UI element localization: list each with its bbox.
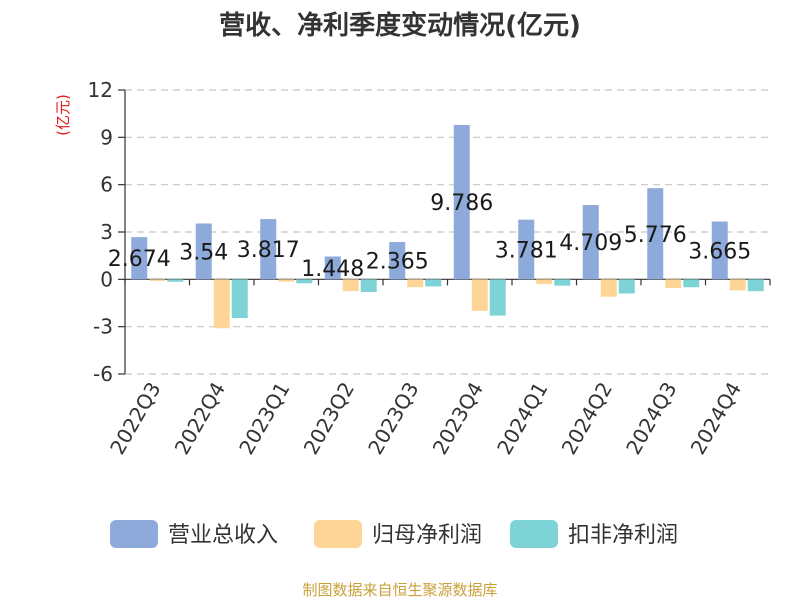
legend-label: 归母净利润 <box>372 523 482 548</box>
bar-series-2-2023Q3 <box>425 279 442 287</box>
data-label: 3.781 <box>495 239 558 264</box>
x-tick-label: 2022Q4 <box>170 378 230 459</box>
bar-series-1-2022Q3 <box>149 279 166 281</box>
bar-series-0-2024Q3 <box>647 188 664 280</box>
legend-label: 营业总收入 <box>168 523 278 548</box>
bar-series-0-2024Q2 <box>582 205 599 280</box>
data-label: 5.776 <box>624 223 687 248</box>
bar-series-0-2023Q4 <box>453 124 470 280</box>
bar-series-0-2023Q2 <box>324 256 341 280</box>
bar-series-2-2023Q1 <box>296 279 313 284</box>
bar-series-0-2023Q1 <box>260 219 277 280</box>
y-tick-label: 0 <box>100 267 113 291</box>
legend-item-1[interactable]: 归母净利润 <box>314 520 482 548</box>
y-tick-label: 3 <box>100 220 113 244</box>
bar-series-1-2023Q1 <box>278 279 295 282</box>
x-tick-label: 2024Q4 <box>686 378 746 459</box>
source-note: 制图数据来自恒生聚源数据库 <box>302 581 497 599</box>
bar-series-2-2023Q2 <box>360 279 377 292</box>
legend-swatch <box>510 520 558 548</box>
y-tick-label: -3 <box>93 315 113 339</box>
axes: 12 9 6 3 0 -3 -6 <box>88 78 771 386</box>
bar-series-1-2024Q4 <box>729 279 746 291</box>
bar-series-1-2023Q4 <box>471 279 488 311</box>
bar-series-2-2022Q4 <box>231 279 248 318</box>
bar-series-2-2023Q4 <box>489 279 506 316</box>
x-tick-label: 2023Q1 <box>234 378 294 459</box>
data-label: 2.365 <box>366 250 429 275</box>
bars <box>131 124 764 329</box>
bar-series-0-2024Q1 <box>518 219 535 280</box>
x-tick-label: 2024Q1 <box>492 378 552 459</box>
x-tick-label: 2024Q3 <box>621 378 681 459</box>
data-label: 1.448 <box>301 257 364 282</box>
legend[interactable]: 营业总收入 归母净利润 扣非净利润 <box>110 520 678 548</box>
bar-series-2-2024Q4 <box>747 279 764 292</box>
y-tick-label: 6 <box>100 173 113 197</box>
bar-series-2-2022Q3 <box>167 279 184 282</box>
x-tick-label: 2023Q4 <box>428 378 488 459</box>
x-tick-label: 2023Q3 <box>363 378 423 459</box>
bar-series-2-2024Q1 <box>554 279 571 286</box>
bar-series-1-2024Q3 <box>665 279 682 289</box>
legend-item-2[interactable]: 扣非净利润 <box>510 520 678 548</box>
x-tick-label: 2023Q2 <box>299 378 359 459</box>
x-tick-labels: 2022Q3 2022Q4 2023Q1 2023Q2 2023Q3 2023Q4 2024… <box>105 378 746 459</box>
data-label: 3.54 <box>179 240 228 265</box>
bar-series-2-2024Q2 <box>618 279 635 294</box>
data-label: 3.665 <box>688 239 751 264</box>
legend-swatch <box>110 520 158 548</box>
bar-series-1-2022Q4 <box>213 279 230 329</box>
data-label: 2.674 <box>108 247 171 272</box>
legend-item-0[interactable]: 营业总收入 <box>110 520 278 548</box>
y-tick-label: 12 <box>88 78 113 102</box>
bar-series-1-2024Q2 <box>600 279 617 297</box>
legend-swatch <box>314 520 362 548</box>
y-tick-label: 9 <box>100 125 113 149</box>
bar-series-0-2023Q3 <box>389 242 406 280</box>
x-tick-label: 2022Q3 <box>105 378 165 459</box>
data-label: 3.817 <box>237 238 300 263</box>
bar-series-0-2022Q3 <box>131 237 148 280</box>
bar-series-0-2022Q4 <box>195 223 212 280</box>
y-tick-label: -6 <box>93 362 113 386</box>
bar-series-1-2023Q3 <box>407 279 424 288</box>
x-tick-label: 2024Q2 <box>557 378 617 459</box>
legend-label: 扣非净利润 <box>568 523 678 548</box>
data-label: 4.709 <box>559 231 622 256</box>
y-axis-unit: (亿元) <box>54 94 72 136</box>
bar-series-1-2024Q1 <box>536 279 553 285</box>
bar-series-1-2023Q2 <box>342 279 359 292</box>
bar-series-2-2024Q3 <box>683 279 700 288</box>
chart-title: 营收、净利季度变动情况(亿元) <box>219 10 581 41</box>
data-label: 9.786 <box>430 191 493 216</box>
bar-series-0-2024Q4 <box>711 221 728 280</box>
